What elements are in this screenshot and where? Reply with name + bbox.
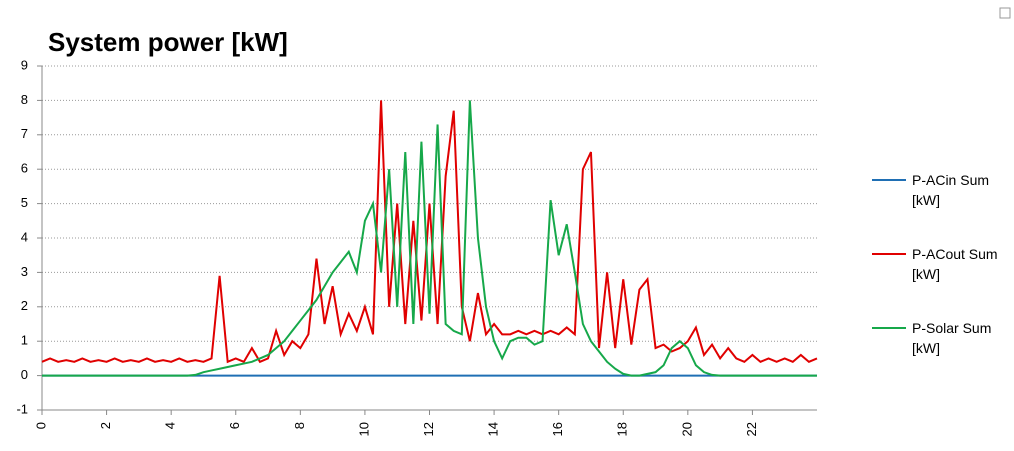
y-tick-label: 4 — [21, 229, 28, 244]
y-tick-label: 6 — [21, 161, 28, 176]
legend-label: P-ACout Sum [kW] — [912, 246, 998, 282]
y-tick-label: 0 — [21, 367, 28, 382]
chart-title: System power [kW] — [48, 27, 288, 57]
y-tick-label: -1 — [16, 401, 28, 416]
y-tick-label: 9 — [21, 57, 28, 72]
y-tick-label: 5 — [21, 195, 28, 210]
x-tick-label: 2 — [98, 422, 113, 429]
x-tick-label: 12 — [421, 422, 436, 436]
x-tick-label: 14 — [486, 422, 501, 436]
x-tick-label: 8 — [292, 422, 307, 429]
y-tick-label: 3 — [21, 264, 28, 279]
y-tick-label: 1 — [21, 333, 28, 348]
x-tick-label: 22 — [744, 422, 759, 436]
x-tick-label: 10 — [356, 422, 371, 436]
x-tick-label: 4 — [163, 422, 178, 429]
x-tick-label: 0 — [33, 422, 48, 429]
x-tick-label: 16 — [550, 422, 565, 436]
x-tick-label: 6 — [227, 422, 242, 429]
y-tick-label: 2 — [21, 298, 28, 313]
corner-box — [999, 7, 1011, 19]
series-line — [42, 100, 817, 377]
legend-label: P-ACin Sum [kW] — [912, 172, 990, 208]
legend-label: P-Solar Sum [kW] — [912, 320, 992, 356]
x-tick-label: 18 — [615, 422, 630, 436]
x-tick-label: 20 — [679, 422, 694, 436]
y-tick-label: 7 — [21, 126, 28, 141]
series-line — [41, 100, 818, 364]
y-tick-label: 8 — [21, 92, 28, 107]
